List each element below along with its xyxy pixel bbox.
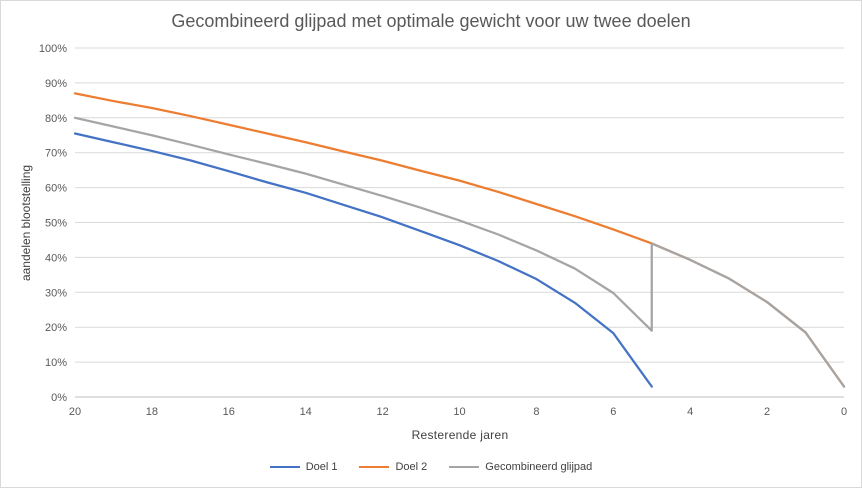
x-tick-label: 14 [300,406,312,418]
x-tick-label: 12 [376,406,388,418]
y-tick-label: 10% [45,357,67,369]
series-line-1 [73,132,653,388]
tick-labels: 0%10%20%30%40%50%60%70%80%90%100%20 18 16 1… [39,43,847,418]
y-tick-label: 0% [51,392,67,404]
gridlines [75,47,844,398]
x-tick-label: 10 [453,406,465,418]
legend-item-doel-2: Doel 2 [359,461,427,473]
series-lines [73,92,846,388]
y-tick-label: 80% [45,113,67,125]
x-tick-label: 18 [146,406,158,418]
x-tick-label: 0 [841,406,847,418]
legend-label-doel-1: Doel 1 [305,461,338,473]
x-axis-label: Resterende jaren [411,428,509,442]
x-tick-label: 2 [764,406,770,418]
legend-swatch-doel-1 [269,466,300,468]
y-tick-label: 90% [45,78,67,90]
chart-title: Gecombineerd glijpad met optimale gewich… [171,11,691,31]
y-tick-label: 40% [45,252,67,264]
x-tick-label: 6 [610,406,616,418]
x-tick-label: 4 [687,406,693,418]
legend-item-doel-1: Doel 1 [269,461,338,473]
legend-item-gecombineerd: Gecombineerd glijpad [449,461,592,473]
legend-swatch-doel-2 [359,466,390,468]
x-tick-label: 20 [69,406,81,418]
series-line-3 [73,116,846,388]
legend-swatch-gecombineerd [449,466,480,468]
series-line-2 [73,92,846,388]
y-tick-label: 60% [45,183,67,195]
y-tick-label: 50% [45,218,67,230]
y-tick-label: 20% [45,322,67,334]
y-tick-label: 30% [45,287,67,299]
x-tick-label: 16 [223,406,235,418]
legend: Doel 1 Doel 2 Gecombineerd glijpad [0,461,862,473]
legend-label-gecombineerd: Gecombineerd glijpad [485,461,593,473]
y-tick-label: 70% [45,148,67,160]
legend-label-doel-2: Doel 2 [395,461,428,473]
x-tick-label: 8 [533,406,539,418]
y-tick-label: 100% [39,43,67,55]
